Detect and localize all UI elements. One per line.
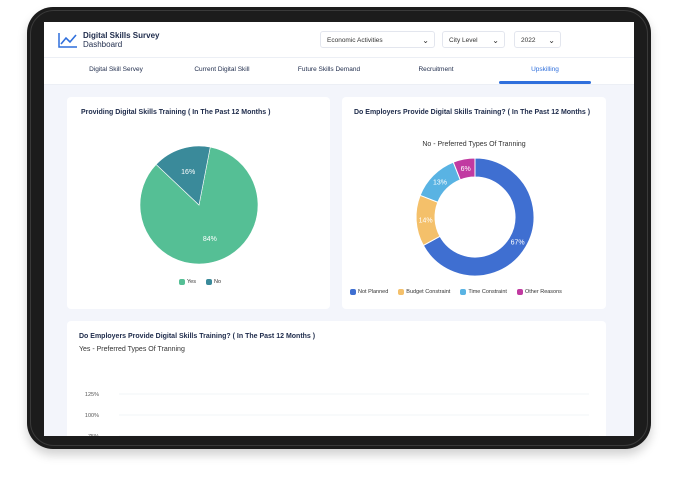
pie-legend: Yes No <box>179 279 229 285</box>
dropdown-value: 2022 <box>521 37 536 44</box>
y-tick-label: 100% <box>85 413 99 419</box>
legend-item-time-constraint: Time Constraint <box>460 289 507 295</box>
yes-types-bar-card: Do Employers Provide Digital Skills Trai… <box>67 321 606 436</box>
legend-swatch <box>460 289 467 295</box>
y-tick-label: 125% <box>85 392 99 398</box>
app-title: Digital Skills Survey <box>83 31 160 40</box>
tab-upskilling[interactable]: Upskilling <box>531 66 559 73</box>
card-title: Do Employers Provide Digital Skills Trai… <box>354 109 591 116</box>
card-title: Providing Digital Skills Training ( In T… <box>81 109 271 116</box>
chevron-down-icon: ⌄ <box>548 36 555 45</box>
app-subtitle: Dashboard <box>83 40 123 49</box>
legend-swatch <box>516 289 523 295</box>
legend-label: No <box>213 279 222 285</box>
data-label: 6% <box>461 166 471 173</box>
training-pie-card: Providing Digital Skills Training ( In T… <box>67 97 330 309</box>
legend-item-other-reasons: Other Reasons <box>516 289 562 295</box>
legend-label: Other Reasons <box>524 289 562 295</box>
pie-slice-no[interactable] <box>155 145 211 206</box>
active-tab-indicator <box>499 81 591 84</box>
pie-slice-yes[interactable] <box>139 146 259 265</box>
legend-swatch <box>179 279 185 285</box>
card-title: Do Employers Provide Digital Skills Trai… <box>79 333 316 340</box>
year-dropdown[interactable]: 2022 ⌄ <box>514 31 561 48</box>
legend-label: Yes <box>187 279 196 285</box>
data-label: 13% <box>433 179 447 186</box>
training-pie-chart: 84% 16% <box>139 145 259 265</box>
legend-swatch <box>205 279 212 285</box>
chevron-down-icon: ⌄ <box>492 36 499 45</box>
dashboard-screen: Digital Skills Survey Dashboard Economic… <box>44 22 634 436</box>
legend-item-budget-constraint: Budget Constraint <box>398 289 450 295</box>
legend-swatch <box>350 289 356 295</box>
legend-item-no: No <box>205 279 222 285</box>
dropdown-value: City Level <box>449 37 478 44</box>
data-label: 84% <box>203 236 217 243</box>
legend-label: Time Constraint <box>468 289 507 295</box>
tablet-bezel <box>30 10 648 446</box>
data-label: 16% <box>181 169 195 176</box>
no-types-donut-chart: 67% 14% 13% 6% <box>415 157 535 277</box>
top-bar: Digital Skills Survey Dashboard Economic… <box>44 22 634 57</box>
economic-activities-dropdown[interactable]: Economic Activities ⌄ <box>320 31 435 48</box>
pie-slice-other-reasons[interactable] <box>452 157 476 181</box>
chart-subtitle: Yes - Preferred Types Of Tranning <box>79 346 185 353</box>
donut-legend: Not Planned Budget Constraint Time Const… <box>350 289 570 295</box>
tab-recruitment[interactable]: Recruitment <box>418 66 454 73</box>
data-label: 14% <box>419 218 433 225</box>
dropdown-value: Economic Activities <box>327 37 383 44</box>
legend-label: Budget Constraint <box>406 289 451 295</box>
tab-future-skills-demand[interactable]: Future Skills Demand <box>297 66 361 73</box>
legend-item-yes: Yes <box>179 279 196 285</box>
legend-label: Not Planned <box>358 289 389 295</box>
pie-slice-not-planned[interactable] <box>422 157 535 277</box>
tab-bar: Digital Skill Servey Current Digital Ski… <box>44 57 634 85</box>
yes-types-bar-chart: 125%100%75%50% <box>85 392 589 436</box>
data-label: 67% <box>511 240 525 247</box>
no-types-donut-card: Do Employers Provide Digital Skills Trai… <box>342 97 606 309</box>
y-tick-label: 75% <box>88 434 99 436</box>
legend-swatch <box>398 289 405 295</box>
city-level-dropdown[interactable]: City Level ⌄ <box>442 31 505 48</box>
tab-digital-skill-servey[interactable]: Digital Skill Servey <box>89 66 143 73</box>
legend-item-not-planned: Not Planned <box>350 289 388 295</box>
chevron-down-icon: ⌄ <box>422 36 429 45</box>
chart-subtitle: No - Preferred Types Of Tranning <box>422 141 526 148</box>
tab-current-digital-skill[interactable]: Current Digital Skill <box>194 66 250 73</box>
chart-line-icon <box>58 33 77 48</box>
